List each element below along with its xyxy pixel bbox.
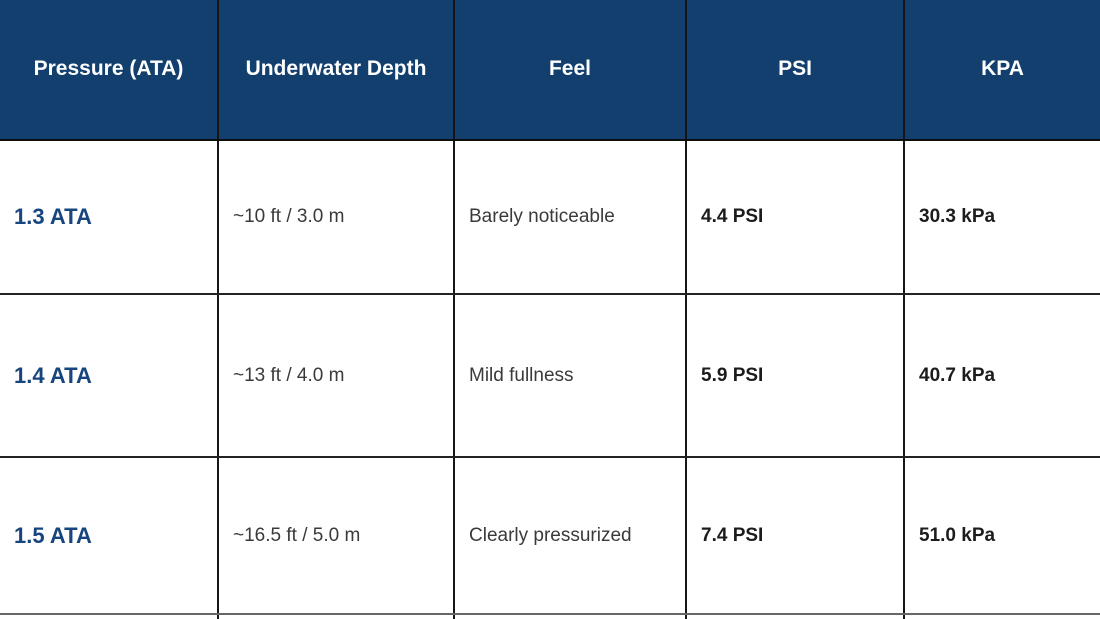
feel-value: Clearly pressurized xyxy=(469,524,632,546)
cell-feel: Mild fullness xyxy=(455,295,687,456)
cell-depth: ~13 ft / 4.0 m xyxy=(219,295,455,456)
kpa-value: 30.3 kPa xyxy=(919,206,996,227)
table-row: 1.3 ATA ~10 ft / 3.0 m Barely noticeable… xyxy=(0,141,1100,295)
psi-value: 4.4 PSI xyxy=(701,206,764,227)
kpa-value: 51.0 kPa xyxy=(919,524,996,546)
header-cell-feel: Feel xyxy=(455,0,687,139)
psi-value: 5.9 PSI xyxy=(701,364,764,386)
cell-pressure: 1.4 ATA xyxy=(0,295,219,456)
table-header-row: Pressure (ATA) Underwater Depth Feel PSI… xyxy=(0,0,1100,141)
cell-feel: Clearly pressurized xyxy=(455,458,687,613)
header-cell-psi: PSI xyxy=(687,0,905,139)
psi-value: 7.4 PSI xyxy=(701,524,764,546)
cell-kpa: 40.7 kPa xyxy=(905,295,1100,456)
kpa-value: 40.7 kPa xyxy=(919,364,996,386)
table-row: 1.5 ATA ~16.5 ft / 5.0 m Clearly pressur… xyxy=(0,458,1100,615)
depth-value: ~10 ft / 3.0 m xyxy=(233,206,345,227)
feel-value: Barely noticeable xyxy=(469,206,615,227)
cell-psi: 4.4 PSI xyxy=(687,141,905,293)
depth-value: ~16.5 ft / 5.0 m xyxy=(233,524,361,546)
header-cell-underwater-depth: Underwater Depth xyxy=(219,0,455,139)
partial-cell xyxy=(687,615,905,619)
partial-cell xyxy=(0,615,219,619)
cell-feel: Barely noticeable xyxy=(455,141,687,293)
cell-pressure: 1.3 ATA xyxy=(0,141,219,293)
depth-value: ~13 ft / 4.0 m xyxy=(233,364,345,386)
feel-value: Mild fullness xyxy=(469,364,574,386)
cell-psi: 5.9 PSI xyxy=(687,295,905,456)
header-cell-pressure: Pressure (ATA) xyxy=(0,0,219,139)
partial-cell xyxy=(219,615,455,619)
cell-depth: ~10 ft / 3.0 m xyxy=(219,141,455,293)
table-row: 1.4 ATA ~13 ft / 4.0 m Mild fullness 5.9… xyxy=(0,295,1100,458)
cell-psi: 7.4 PSI xyxy=(687,458,905,613)
pressure-value: 1.5 ATA xyxy=(14,522,92,548)
cell-kpa: 30.3 kPa xyxy=(905,141,1100,293)
pressure-value: 1.3 ATA xyxy=(14,204,92,229)
cell-pressure: 1.5 ATA xyxy=(0,458,219,613)
cell-kpa: 51.0 kPa xyxy=(905,458,1100,613)
pressure-value: 1.4 ATA xyxy=(14,362,92,388)
partial-row-strip xyxy=(0,615,1100,619)
partial-cell xyxy=(455,615,687,619)
header-cell-kpa: KPA xyxy=(981,57,1024,81)
partial-cell xyxy=(905,615,1100,619)
cell-depth: ~16.5 ft / 5.0 m xyxy=(219,458,455,613)
